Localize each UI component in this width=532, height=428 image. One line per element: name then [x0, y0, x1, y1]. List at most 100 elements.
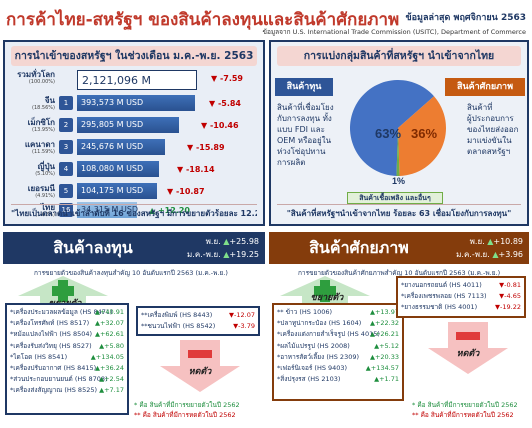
capital-growth-figures: พ.ย. ▲+25.98 ม.ค.-พ.ย. ▲+19.25: [187, 237, 259, 259]
list-item: *เครื่องรับส่งวิทยุ (HS 8527) ▲+5.80: [10, 341, 124, 352]
country-name: เม็กซิโก: [27, 118, 55, 127]
share-title: การแบ่งกลุ่มสินค้าที่สหรัฐฯ นำเข้าจากไทย: [277, 46, 521, 66]
change-value: -15.89: [195, 143, 225, 152]
rank-badge: 5: [59, 184, 73, 198]
item-name: **ชนวนไฟฟ้า (HS 8542): [141, 322, 216, 331]
list-item: *สิ่งปรุงรส (HS 2103) ▲+1.71: [277, 374, 399, 385]
list-item: *ปลาทูน่ากระป๋อง (HS 1604) ▲+22.32: [277, 318, 399, 329]
import-change: ▼ -7.59: [211, 74, 243, 83]
item-value: ▼-4.65: [499, 292, 521, 301]
item-value: ▲+2.54: [99, 375, 124, 384]
item-value-text: +1.71: [379, 375, 399, 384]
item-value-text: +13.97: [374, 308, 399, 316]
row-germany-label: เยอรมนี (4.91%): [9, 184, 55, 199]
list-item: *เครื่องปรับอากาศ (HS 8415) ▲+36.24: [10, 363, 124, 374]
item-value-text: +134.05: [95, 352, 124, 361]
desc-line: มาแข่งขันใน: [467, 136, 512, 145]
item-value-text: -3.79: [238, 322, 255, 331]
item-value-text: -12.07: [234, 311, 255, 319]
item-value: ▼-0.81: [499, 281, 521, 289]
list-item: ** ข้าว (HS 1006) ▲+13.97: [277, 307, 399, 318]
list-item: *เฟอร์นิเจอร์ (HS 9403) ▲+134.57: [277, 363, 399, 374]
list-item: *ยางนอกรถยนต์ (HS 4011) ▼-0.81: [401, 280, 521, 291]
potential-grow-list: ** ข้าว (HS 1006) ▲+13.97 *ปลาทูน่ากระป๋อ…: [272, 303, 404, 401]
nov-label: พ.ย.: [205, 237, 221, 246]
change-value: +12.20: [157, 206, 190, 215]
desc-line: การผลิต: [277, 158, 306, 167]
item-value-text: +62.61: [99, 330, 124, 339]
potential-legend-shrink: ** คือ สินค้าที่มีการหดตัวในปี 2562: [412, 411, 514, 419]
desc-line: ห่วงโซ่อุปทาน: [277, 147, 326, 156]
country-name: เยอรมนี: [27, 184, 55, 193]
list-item: *เครื่องเพชรพลอย (HS 7113) ▼-4.65: [401, 291, 521, 302]
capital-section-title: สินค้าลงทุน: [53, 238, 133, 257]
item-value: ▲+36.24: [94, 364, 124, 373]
list-item: *หม้อแปลงไฟฟ้า (HS 8504) ▲+62.61: [10, 329, 124, 340]
item-name: *ยางนอกรถยนต์ (HS 4011): [401, 281, 482, 289]
item-name: **เครื่องพิมพ์ (HS 8443): [141, 311, 213, 319]
list-item: **ชนวนไฟฟ้า (HS 8542) ▼-3.79: [141, 321, 255, 332]
item-value-text: +36.24: [99, 364, 124, 373]
rank-badge: 2: [59, 118, 73, 132]
change-value: -7.59: [219, 74, 243, 83]
import-value-bar: 2,121,096 M: [77, 70, 197, 90]
country-name: รวมทั่วโลก: [17, 70, 55, 79]
potential-shrink-arrow: [428, 322, 508, 374]
row-canada-label: แคนาดา (11.59%): [9, 140, 55, 155]
item-value: ▲+20.33: [369, 352, 399, 361]
item-value-text: -0.81: [504, 281, 521, 289]
rank-badge: 4: [59, 162, 73, 176]
import-value-bar: 34,315 M USD: [77, 202, 138, 218]
country-share: (13.95%): [32, 127, 55, 133]
item-value-text: +22.32: [374, 319, 399, 328]
item-value-text: +7.17: [104, 386, 124, 395]
capital-shrink-arrow: [160, 340, 240, 392]
ytd-value: +19.25: [229, 250, 259, 259]
country-share: (11.59%): [32, 149, 55, 155]
desc-line: สินค้าที่: [467, 103, 493, 112]
item-value: ▲+32.07: [94, 319, 124, 328]
potential-section-title: สินค้าศักยภาพ: [309, 238, 409, 257]
country-name: แคนาดา: [24, 140, 55, 149]
change-value: -10.46: [209, 121, 239, 130]
item-value: ▼-3.79: [233, 322, 255, 331]
item-value: ▼-19.22: [495, 303, 521, 312]
item-name: *สิ่งปรุงรส (HS 2103): [277, 375, 341, 384]
item-value: ▲+5.80: [99, 341, 124, 350]
item-value: ▲+40.91: [94, 308, 124, 316]
item-value: ▲+13.97: [369, 308, 399, 316]
potential-goods-tag: สินค้าศักยภาพ: [445, 78, 525, 96]
list-item: *ส่วนประกอบยานยนต์ (HS 8708) ▲+2.54: [10, 374, 124, 385]
change-value: -18.14: [185, 165, 215, 174]
share-quote: "สินค้าที่สหรัฐฯนำเข้าจากไทย ร้อยละ 63 เ…: [277, 204, 521, 222]
item-value-text: +134.57: [370, 364, 399, 373]
country-name: จีน: [44, 96, 55, 105]
item-value: ▲+1.71: [374, 375, 399, 384]
potential-section-bar: สินค้าศักยภาพ พ.ย. ▲+10.89 ม.ค.-พ.ย. ▲+3…: [269, 232, 529, 264]
import-value-bar: 245,676 M USD: [77, 139, 165, 155]
desc-line: สินค้าที่เชื่อมโยง: [277, 103, 334, 112]
capital-desc: สินค้าที่เชื่อมโยง กับการลงทุน ทั้ง แบบ …: [277, 102, 334, 168]
header: การค้าไทย-สหรัฐฯ ของสินค้าลงทุนและสินค้า…: [0, 0, 532, 38]
import-value-bar: 108,080 M USD: [77, 161, 159, 177]
desc-line: แบบ FDI และ: [277, 125, 325, 134]
nov-label: พ.ย.: [469, 237, 485, 246]
pie-slice-capital: [350, 80, 435, 176]
item-value-text: +5.12: [379, 341, 399, 350]
list-item: *เครื่องประมวลผลข้อมูล (HS 8471) ▲+40.91: [10, 307, 124, 318]
desc-line: OEM หรืออยู่ใน: [277, 136, 332, 145]
item-name: *เครื่องโทรศัพท์ (HS 8517): [10, 319, 90, 328]
item-value-text: +40.91: [99, 308, 124, 316]
change-value: -5.84: [217, 99, 241, 108]
capital-shrink-label: หดตัว: [188, 367, 212, 377]
rank-badge: 16: [59, 203, 73, 217]
item-value: ▲+5.12: [374, 341, 399, 350]
us-imports-panel: การนำเข้าของสหรัฐฯ ในช่วงเดือน ม.ค.-พ.ย.…: [3, 40, 265, 226]
list-item: *เครื่องแต่งกายสำเร็จรูป (HS 4015) ▲+26.2…: [277, 329, 399, 340]
country-share: (18.56%): [32, 105, 55, 111]
item-name: *หม้อแปลงไฟฟ้า (HS 8504): [10, 330, 93, 339]
capital-goods-tag: สินค้าทุน: [275, 78, 333, 96]
item-value-text: +26.21: [374, 330, 399, 339]
country-share: (100.00%): [28, 79, 55, 85]
import-change: ▼ -10.87: [167, 187, 205, 196]
